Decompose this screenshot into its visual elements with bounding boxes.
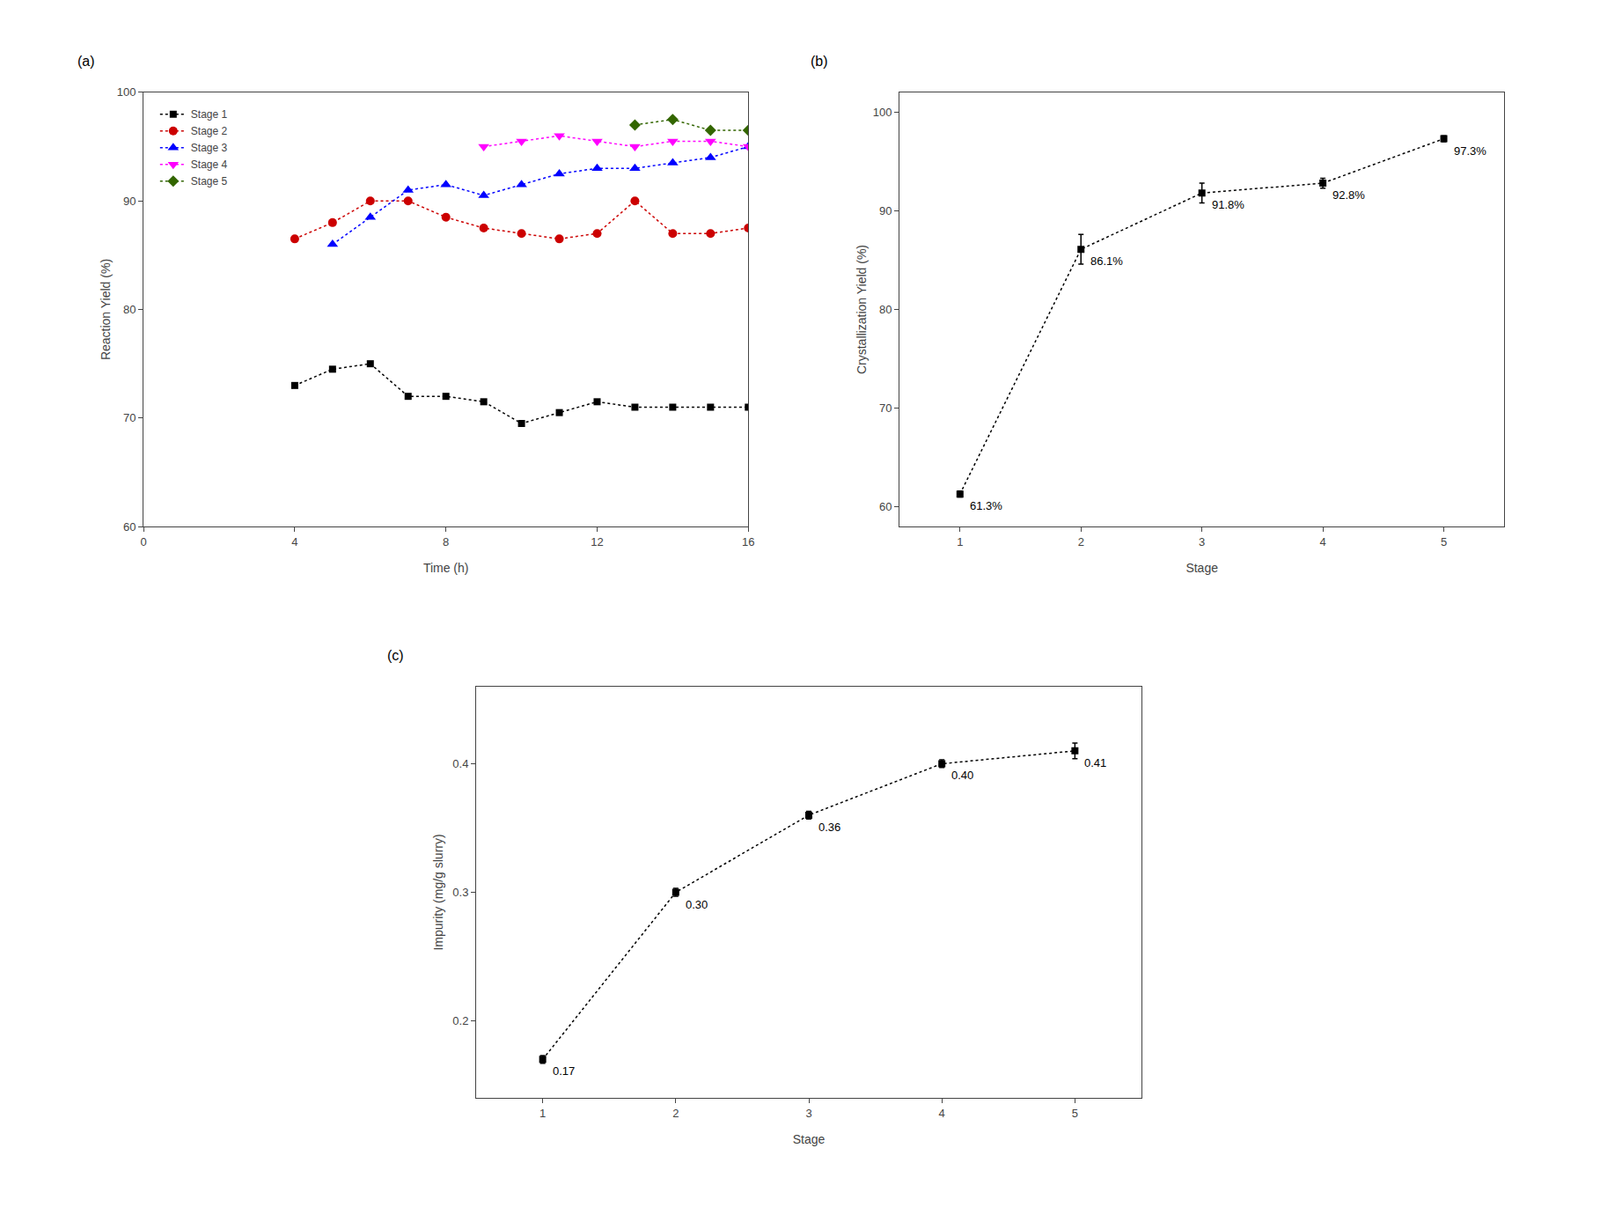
svg-text:8: 8 — [442, 535, 449, 549]
svg-text:5: 5 — [1071, 1106, 1079, 1120]
svg-text:Impurity (mg/g slurry): Impurity (mg/g slurry) — [431, 833, 446, 950]
svg-text:1: 1 — [539, 1106, 546, 1120]
svg-text:4: 4 — [291, 535, 298, 549]
svg-text:3: 3 — [1198, 535, 1205, 549]
svg-text:80: 80 — [123, 302, 136, 316]
svg-text:0.4: 0.4 — [452, 756, 469, 771]
svg-text:1: 1 — [956, 535, 963, 549]
svg-text:Stage 2: Stage 2 — [190, 124, 228, 138]
svg-text:16: 16 — [741, 535, 755, 549]
svg-text:4: 4 — [939, 1106, 946, 1120]
svg-text:92.8%: 92.8% — [1332, 188, 1366, 202]
svg-text:0.17: 0.17 — [552, 1064, 575, 1078]
svg-text:0.2: 0.2 — [452, 1013, 469, 1028]
svg-text:0.36: 0.36 — [818, 820, 841, 834]
svg-text:86.1%: 86.1% — [1090, 254, 1123, 268]
svg-text:0.3: 0.3 — [452, 885, 469, 899]
svg-text:100: 100 — [117, 85, 137, 99]
svg-text:Stage 5: Stage 5 — [190, 175, 228, 188]
svg-text:2: 2 — [1078, 535, 1085, 549]
svg-text:97.3%: 97.3% — [1453, 144, 1487, 158]
svg-text:Time (h): Time (h) — [423, 560, 470, 575]
svg-text:(c): (c) — [387, 647, 404, 663]
svg-text:12: 12 — [590, 535, 603, 549]
svg-text:100: 100 — [873, 105, 893, 119]
svg-text:Stage 3: Stage 3 — [190, 141, 228, 155]
svg-text:2: 2 — [672, 1106, 679, 1120]
svg-text:90: 90 — [123, 194, 136, 208]
svg-text:Stage 1: Stage 1 — [190, 108, 228, 121]
svg-text:3: 3 — [805, 1106, 812, 1120]
svg-text:Reaction Yield (%): Reaction Yield (%) — [98, 258, 113, 360]
svg-text:0.30: 0.30 — [685, 897, 708, 911]
svg-text:91.8%: 91.8% — [1211, 198, 1245, 212]
svg-text:0.41: 0.41 — [1084, 755, 1107, 770]
svg-text:Stage: Stage — [1185, 560, 1219, 575]
svg-text:(b): (b) — [810, 53, 829, 69]
svg-text:Crystallization Yield (%): Crystallization Yield (%) — [854, 244, 869, 375]
svg-text:70: 70 — [879, 401, 892, 415]
svg-text:61.3%: 61.3% — [969, 499, 1003, 513]
svg-text:80: 80 — [879, 302, 892, 316]
svg-text:Stage 4: Stage 4 — [190, 158, 228, 171]
svg-text:Stage: Stage — [792, 1131, 826, 1146]
svg-text:0: 0 — [139, 535, 147, 549]
svg-text:4: 4 — [1320, 535, 1327, 549]
svg-text:70: 70 — [123, 411, 136, 425]
svg-text:60: 60 — [123, 520, 136, 534]
svg-text:0.40: 0.40 — [951, 768, 974, 782]
svg-text:5: 5 — [1440, 535, 1447, 549]
svg-text:60: 60 — [879, 499, 892, 514]
svg-text:(a): (a) — [77, 53, 96, 69]
svg-text:90: 90 — [879, 204, 892, 218]
